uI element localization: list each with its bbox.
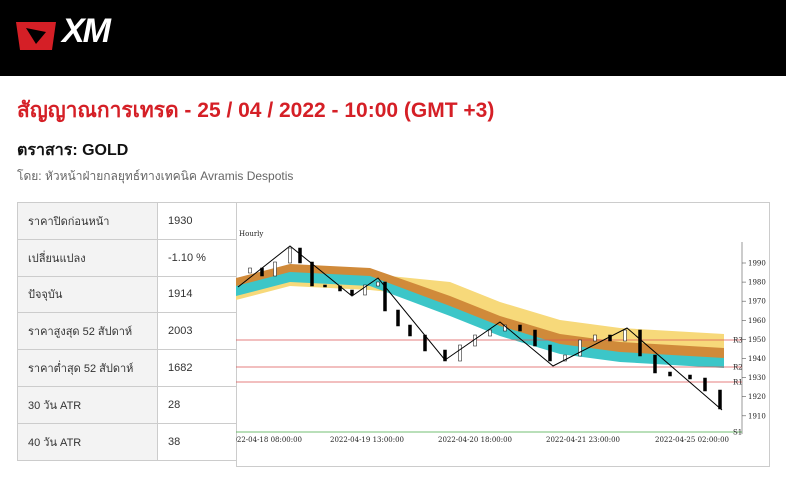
candle: [668, 371, 672, 377]
chart-image: Hourly 1990 1980 1970 1960 1950 1940 1930 1920 1…: [236, 202, 770, 467]
price-label: 1980: [748, 279, 766, 287]
candle: [408, 324, 412, 337]
header: XM: [0, 0, 786, 76]
value-cell: 2003: [157, 312, 238, 351]
candle: [443, 349, 447, 362]
date-label: 2022-04-25 02:00:00: [655, 436, 729, 444]
table-row: ปัจจุบัน 1914: [17, 275, 238, 314]
candle: [323, 284, 327, 288]
table-row: 30 วัน ATR 28: [17, 385, 238, 424]
value-cell: 1930: [157, 202, 238, 240]
timeframe: Hourly: [239, 230, 263, 238]
candle: [248, 267, 252, 274]
candle: [458, 344, 462, 362]
table-row: เปลี่ยนแปลง -1.10 %: [17, 238, 238, 277]
candle: [718, 389, 722, 410]
price-label: 1970: [748, 298, 766, 306]
candle: [623, 329, 627, 342]
level-label: S1: [733, 429, 742, 437]
candle: [363, 284, 367, 296]
label-cell: 40 วัน ATR: [17, 422, 158, 461]
band: [236, 272, 724, 368]
value-cell: 1682: [157, 349, 238, 387]
candle: [350, 289, 354, 296]
label-cell: ปัจจุบัน: [17, 275, 158, 314]
price-label: 1950: [748, 336, 766, 344]
zigzag: [237, 245, 723, 411]
level-label: R3: [733, 337, 743, 345]
candle: [688, 374, 692, 380]
label-cell: ราคาต่ำสุด 52 สัปดาห์: [17, 349, 158, 387]
stats-table: ราคาปิดก่อนหน้า 1930 เปลี่ยนแปลง -1.10 % ปัจ…: [17, 202, 238, 461]
price-label: 1910: [748, 412, 766, 420]
table-row: 40 วัน ATR 38: [17, 422, 238, 461]
price-label: 1930: [748, 374, 766, 382]
label-cell: ราคาสูงสุด 52 สัปดาห์: [17, 312, 158, 351]
value-cell: 28: [157, 385, 238, 424]
price-label: 1990: [748, 260, 766, 268]
table-row: ราคาต่ำสุด 52 สัปดาห์ 1682: [17, 349, 238, 387]
candle: [533, 329, 537, 347]
author: โดย: หัวหน้าฝ่ายกลยุทธ์ทางเทคนิค Avramis…: [17, 169, 294, 183]
value-cell: 1914: [157, 275, 238, 314]
candle: [376, 281, 380, 287]
candle: [310, 261, 314, 287]
candle: [383, 281, 387, 312]
logo-icon: [16, 22, 56, 50]
candle: [488, 329, 492, 337]
band: [236, 264, 724, 362]
candle: [578, 339, 582, 357]
price-label: 1960: [748, 317, 766, 325]
title: สัญญาณการเทรด - 25 / 04 / 2022 - 10:00 (…: [17, 99, 495, 122]
candle: [703, 377, 707, 392]
label-cell: ราคาปิดก่อนหน้า: [17, 202, 158, 240]
value-cell: 38: [157, 422, 238, 461]
candle: [396, 309, 400, 327]
candle: [518, 324, 522, 332]
date-label: 2022-04-19 13:00:00: [330, 436, 404, 444]
table-row: ราคาสูงสุด 52 สัปดาห์ 2003: [17, 312, 238, 351]
date-label: 2022-04-21 23:00:00: [546, 436, 620, 444]
instrument: ตราสาร: GOLD: [17, 142, 129, 159]
table-row: ราคาปิดก่อนหน้า 1930: [17, 202, 238, 240]
candle: [638, 329, 642, 357]
candle: [593, 334, 597, 342]
date-label: 2022-04-20 18:00:00: [438, 436, 512, 444]
candle: [548, 344, 552, 362]
candle: [273, 261, 277, 277]
candle: [563, 354, 567, 362]
date-label: 2022-04-18 08:00:00: [236, 436, 302, 444]
label-cell: เปลี่ยนแปลง: [17, 238, 158, 277]
label-cell: 30 วัน ATR: [17, 385, 158, 424]
value-cell: -1.10 %: [157, 238, 238, 277]
candle: [653, 354, 657, 374]
logo: XM: [62, 12, 111, 50]
price-label: 1940: [748, 355, 766, 363]
level-label: R2: [733, 364, 743, 372]
level-label: R1: [733, 379, 743, 387]
price-label: 1920: [748, 393, 766, 401]
candle: [288, 247, 292, 264]
